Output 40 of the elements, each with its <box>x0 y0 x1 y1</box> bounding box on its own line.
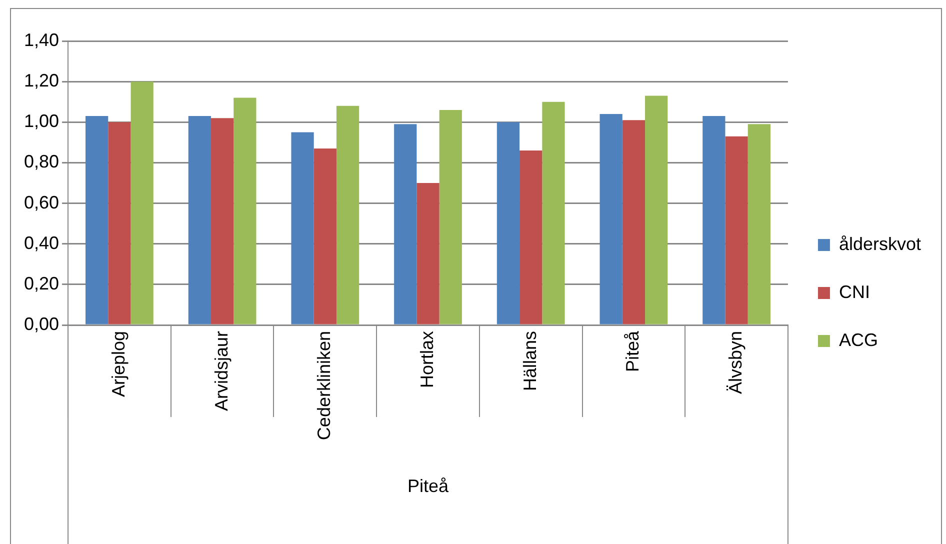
x-tick-label: Älvsbyn <box>726 331 746 394</box>
y-tick-label: 0,60 <box>24 192 60 212</box>
bar <box>86 116 108 324</box>
bar <box>188 116 211 324</box>
bar <box>520 150 542 324</box>
legend-label: ACG <box>838 330 878 350</box>
bar <box>496 122 520 324</box>
bar <box>622 120 646 324</box>
bar <box>314 148 336 324</box>
bar <box>336 106 360 324</box>
y-tick-label: 0,20 <box>24 273 60 294</box>
bar <box>234 98 256 324</box>
bar <box>542 102 565 324</box>
x-tick-label: Piteå <box>622 330 643 372</box>
bar <box>645 96 668 324</box>
x-tick-label: Hortlax <box>416 331 437 388</box>
bar <box>416 183 440 324</box>
y-tick-label: 1,40 <box>24 30 60 50</box>
y-tick-label: 0,40 <box>24 232 60 253</box>
bar <box>210 118 234 324</box>
bar <box>108 122 131 324</box>
x-tick-label: Hällans <box>520 331 540 392</box>
bar <box>291 132 314 324</box>
bar <box>702 116 726 324</box>
bar <box>439 110 462 324</box>
x-tick-label: Arvidsjaur <box>211 331 232 412</box>
bar <box>748 124 770 324</box>
x-tick-label: Arjeplog <box>108 331 128 398</box>
y-tick-label: 1,00 <box>24 111 60 132</box>
bar <box>600 114 622 324</box>
bar <box>394 124 417 324</box>
x-axis-title: Piteå <box>407 476 450 496</box>
bar <box>130 82 154 324</box>
legend-label: CNI <box>838 282 870 302</box>
y-tick-label: 1,20 <box>24 70 60 91</box>
y-tick-label: 0,80 <box>24 152 60 172</box>
bar <box>725 136 748 324</box>
y-tick-label: 0,00 <box>24 314 60 334</box>
x-tick-label: Cederkliniken <box>314 331 334 440</box>
legend-label: ålderskvot <box>838 234 922 254</box>
